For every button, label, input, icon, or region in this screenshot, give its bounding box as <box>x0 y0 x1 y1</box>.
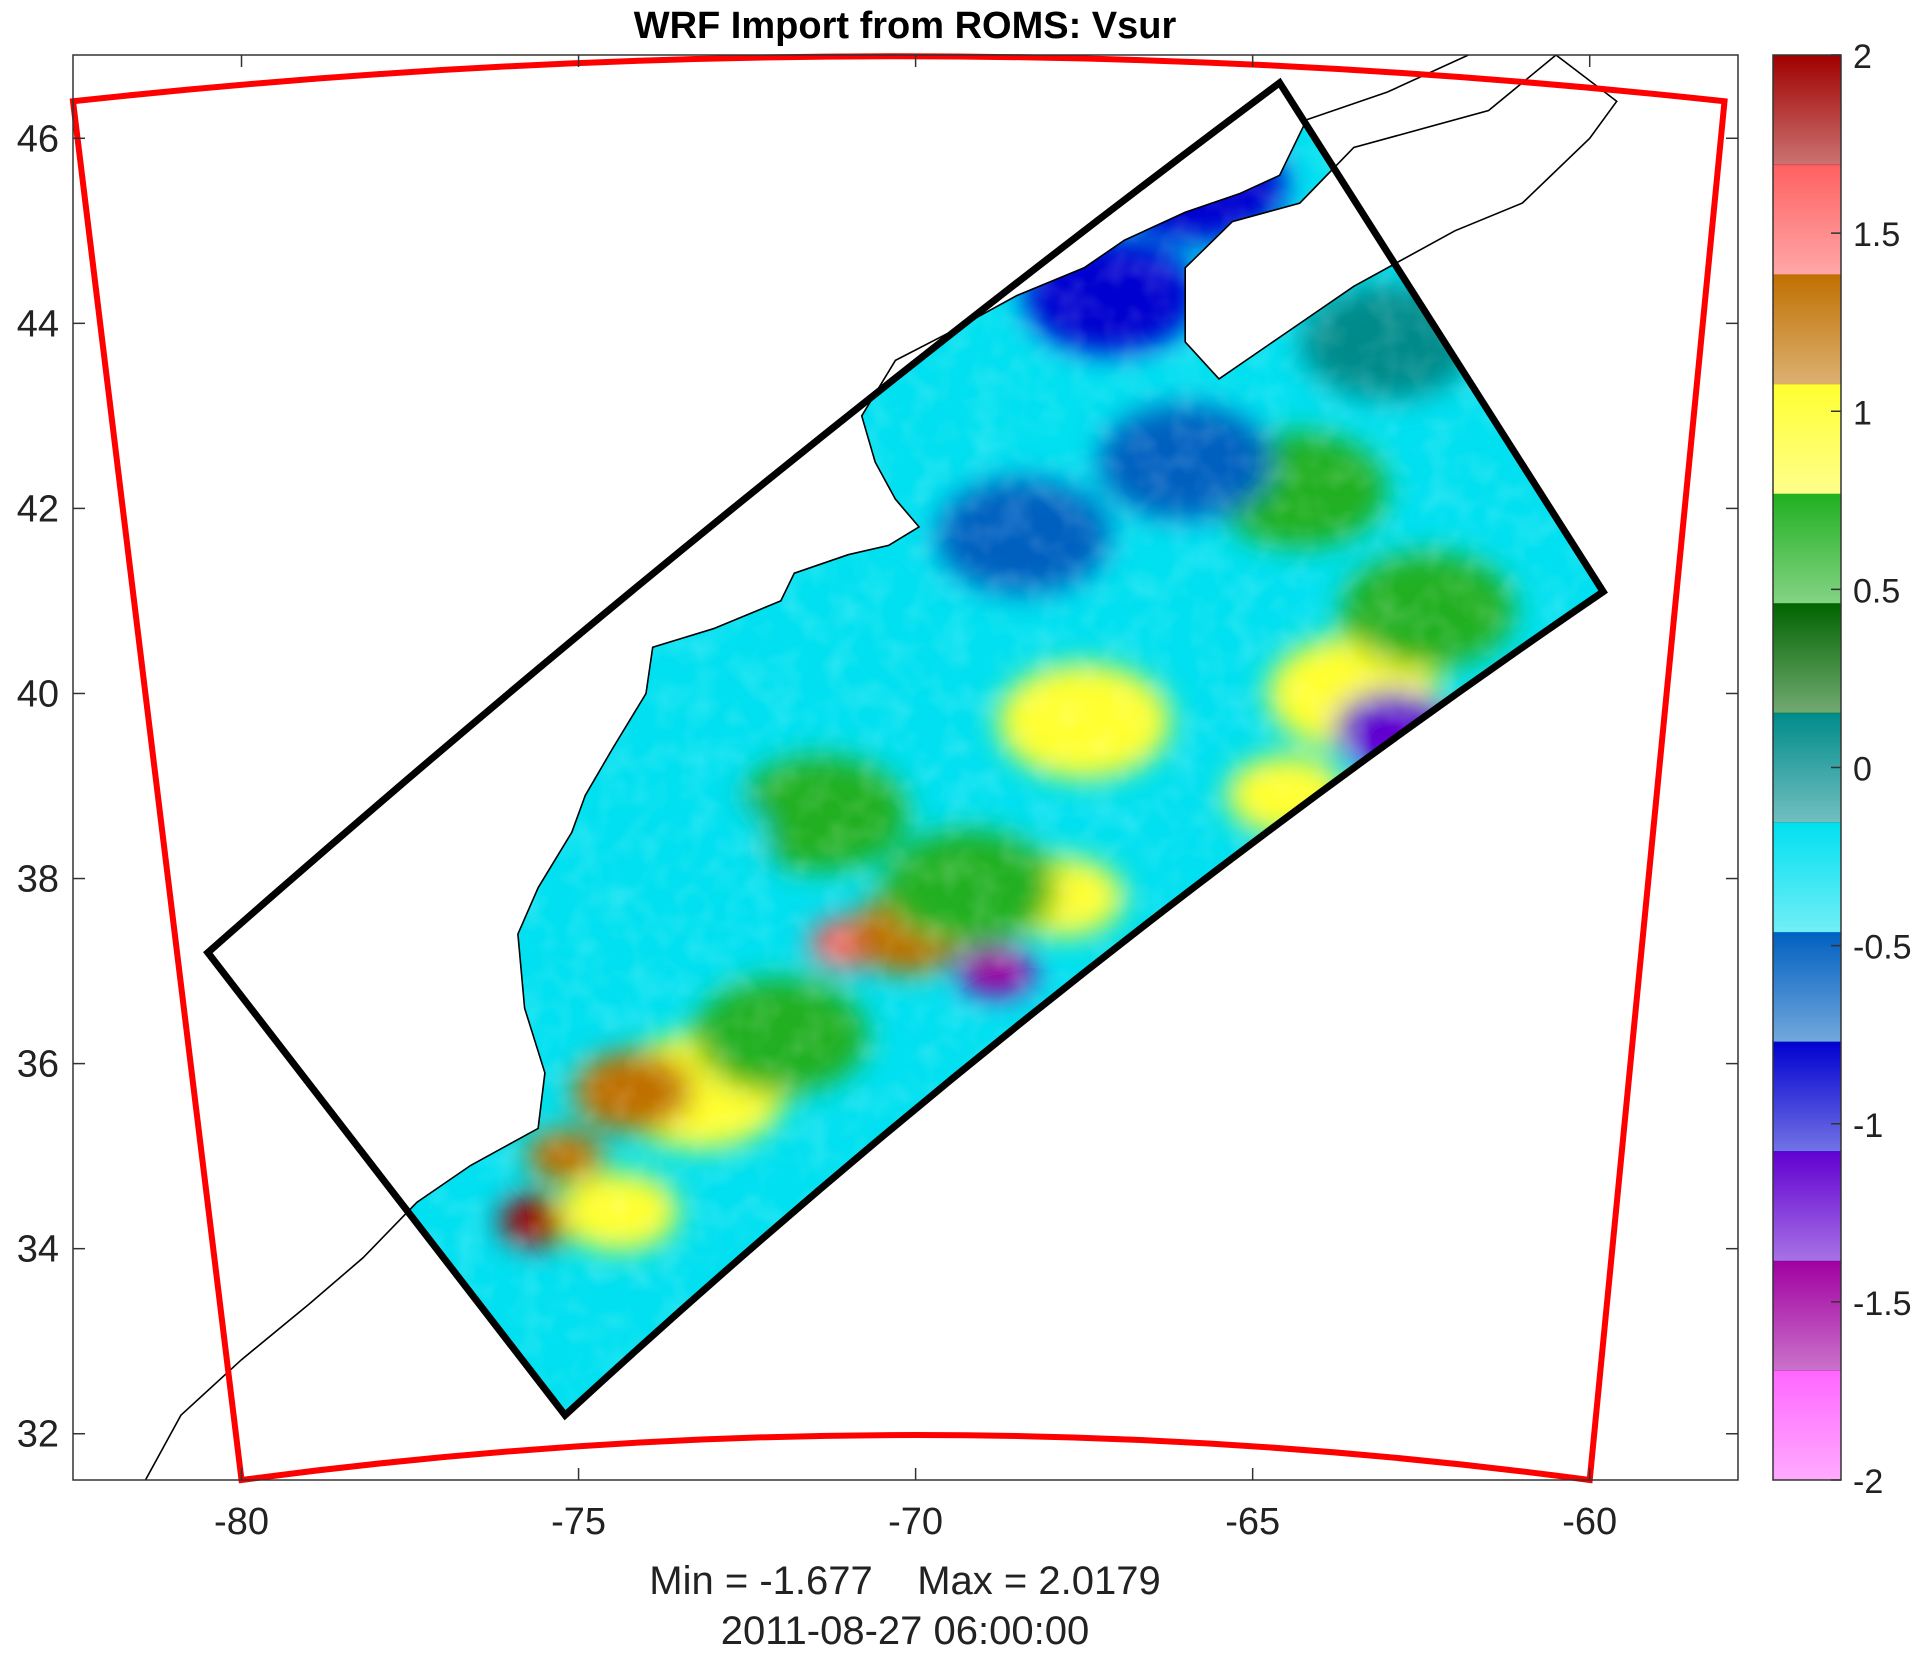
colorbar-tick-label: 1.5 <box>1853 216 1900 254</box>
y-tick-label: 46 <box>17 118 59 160</box>
colorbar-bin-3 <box>1773 1041 1841 1152</box>
land-mask <box>73 55 1617 1480</box>
colorbar-tick-label: -0.5 <box>1853 929 1912 967</box>
coastline <box>144 55 1618 1480</box>
x-tick-label: -75 <box>551 1501 606 1543</box>
colorbar-bin-2 <box>1773 1151 1841 1262</box>
colorbar: -2 -1.5 -1 -0.5 0 0.5 1 1.5 2 <box>1772 38 1912 1501</box>
colorbar-bin-9 <box>1773 383 1841 494</box>
colorbar-bin-1 <box>1773 1260 1841 1371</box>
inner-domain-boundary <box>203 77 1608 1421</box>
y-tick-label: 42 <box>17 488 59 530</box>
x-tick-label: -65 <box>1225 1501 1280 1543</box>
colorbar-tick-label: -1.5 <box>1853 1285 1912 1323</box>
y-tick-label: 32 <box>17 1414 59 1456</box>
y-axis: 32 34 36 38 40 42 44 46 <box>17 118 1738 1456</box>
colorbar-tick-label: 0 <box>1853 751 1872 789</box>
colorbar-bin-6 <box>1773 712 1841 823</box>
colorbar-tick-label: -1 <box>1853 1107 1883 1145</box>
colorbar-bin-5 <box>1773 822 1841 933</box>
y-tick-label: 38 <box>17 859 59 901</box>
colorbar-bin-7 <box>1773 603 1841 714</box>
colorbar-tick-label: 1 <box>1853 394 1872 432</box>
y-tick-label: 44 <box>17 303 59 345</box>
colorbar-tick-label: 2 <box>1853 38 1872 76</box>
colorbar-bin-4 <box>1773 931 1841 1043</box>
colorbar-tick-label: -2 <box>1853 1463 1883 1501</box>
colorbar-bin-0 <box>1773 1370 1841 1481</box>
colorbar-tick-label: 0.5 <box>1853 572 1900 610</box>
x-tick-label: -80 <box>214 1501 269 1543</box>
x-tick-label: -70 <box>888 1501 943 1543</box>
colorbar-bin-12 <box>1773 55 1841 166</box>
x-tick-label: -60 <box>1562 1501 1617 1543</box>
colorbar-bin-10 <box>1773 274 1841 385</box>
y-tick-label: 40 <box>17 673 59 715</box>
y-tick-label: 36 <box>17 1044 59 1086</box>
time-label: 2011-08-27 06:00:00 <box>721 1609 1089 1653</box>
colorbar-bin-8 <box>1773 493 1841 604</box>
x-axis: -80 -75 -70 -65 -60 <box>214 55 1617 1543</box>
plot-frame <box>72 54 1739 1481</box>
colorbar-bin-11 <box>1773 164 1841 275</box>
outer-domain-boundary <box>69 53 1728 1484</box>
chart-title: WRF Import from ROMS: Vsur <box>634 5 1177 47</box>
y-tick-label: 34 <box>17 1229 59 1271</box>
stats-label: Min = -1.677 Max = 2.0179 <box>649 1559 1160 1603</box>
